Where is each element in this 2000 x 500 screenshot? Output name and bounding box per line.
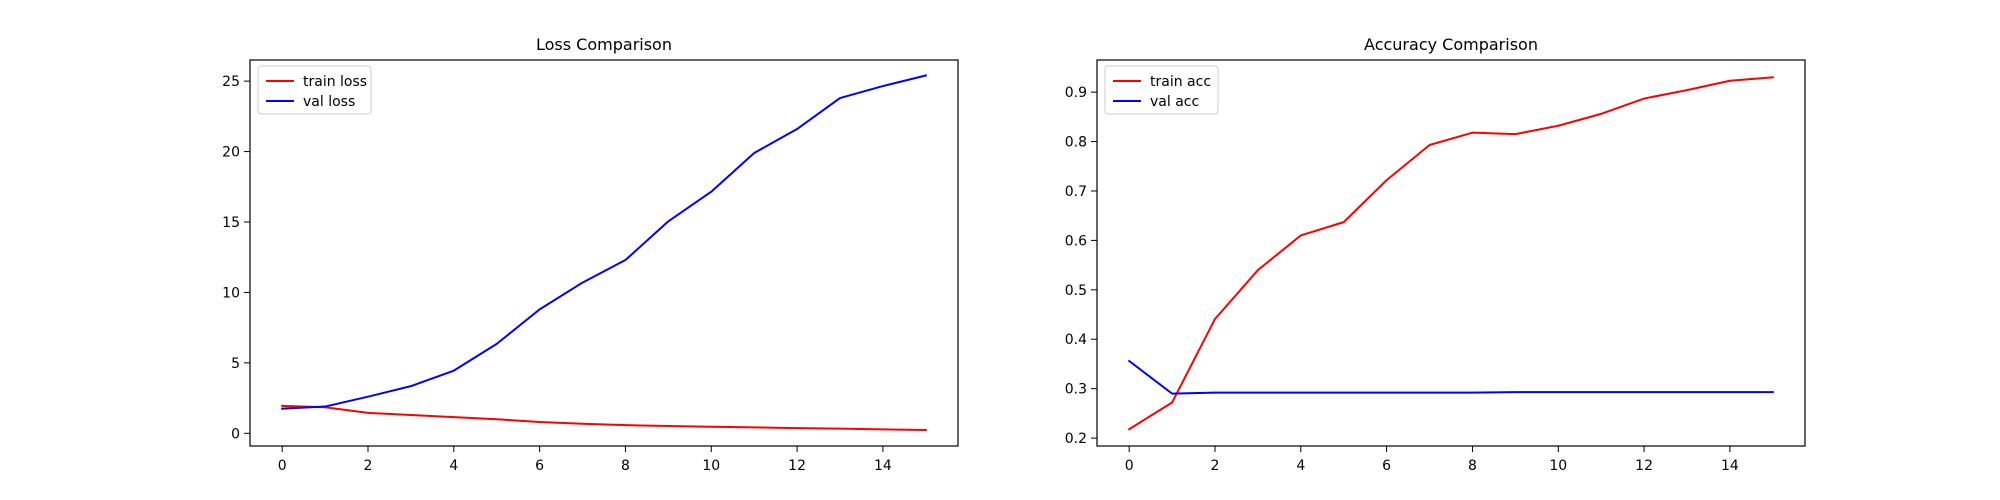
y-tick-label: 5 (231, 356, 240, 372)
x-tick-label: 8 (1468, 458, 1477, 474)
axes-frame (249, 59, 959, 447)
y-tick-label: 15 (222, 215, 240, 231)
legend-label-train-acc: train acc (1150, 74, 1211, 90)
x-tick-label: 8 (621, 458, 630, 474)
x-tick-label: 2 (364, 458, 373, 474)
x-tick-label: 0 (278, 458, 287, 474)
y-tick-label: 0.6 (1065, 233, 1087, 249)
series-line-train-loss (281, 404, 927, 431)
y-tick-label: 0.5 (1065, 283, 1087, 299)
y-tick-label: 0.8 (1065, 135, 1087, 151)
x-tick-label: 6 (1382, 458, 1391, 474)
x-tick-label: 14 (874, 458, 892, 474)
y-tick-label: 0.7 (1065, 184, 1087, 200)
x-tick-label: 14 (1721, 458, 1739, 474)
series-line-val-loss (281, 74, 928, 410)
x-tick-label: 0 (1125, 458, 1134, 474)
x-tick-label: 6 (535, 458, 544, 474)
x-tick-label: 12 (1635, 458, 1653, 474)
y-tick-label: 0.9 (1065, 85, 1087, 101)
series-line-val-acc (1127, 359, 1774, 395)
y-tick-label: 25 (222, 74, 240, 90)
legend-label-val-loss: val loss (303, 94, 355, 110)
x-tick-label: 2 (1211, 458, 1220, 474)
legend: train loss val loss (257, 65, 372, 115)
chart-0: Loss Comparison 0 2 4 6 8 10 12 14 0 5 10 15 20 25 trai… (222, 35, 959, 474)
x-tick-label: 10 (1549, 458, 1567, 474)
x-tick-label: 4 (449, 458, 458, 474)
y-tick-label: 20 (222, 145, 240, 161)
chart-title: Accuracy Comparison (1364, 35, 1538, 54)
y-tick-label: 0 (231, 426, 240, 442)
legend-label-train-loss: train loss (303, 74, 367, 90)
axes-frame (1096, 59, 1806, 447)
x-tick-label: 12 (788, 458, 806, 474)
chart-1: Accuracy Comparison 0 2 4 6 8 10 12 14 0.2 0.3 0.4 0… (1065, 35, 1806, 474)
legend: train acc val acc (1104, 65, 1219, 115)
chart-title: Loss Comparison (536, 35, 672, 54)
x-tick-label: 10 (702, 458, 720, 474)
y-tick-label: 10 (222, 285, 240, 301)
legend-label-val-acc: val acc (1150, 94, 1199, 110)
y-tick-label: 0.2 (1065, 431, 1087, 447)
series-line-train-acc (1127, 76, 1774, 431)
y-tick-label: 0.4 (1065, 332, 1087, 348)
x-tick-label: 4 (1296, 458, 1305, 474)
y-tick-label: 0.3 (1065, 382, 1087, 398)
